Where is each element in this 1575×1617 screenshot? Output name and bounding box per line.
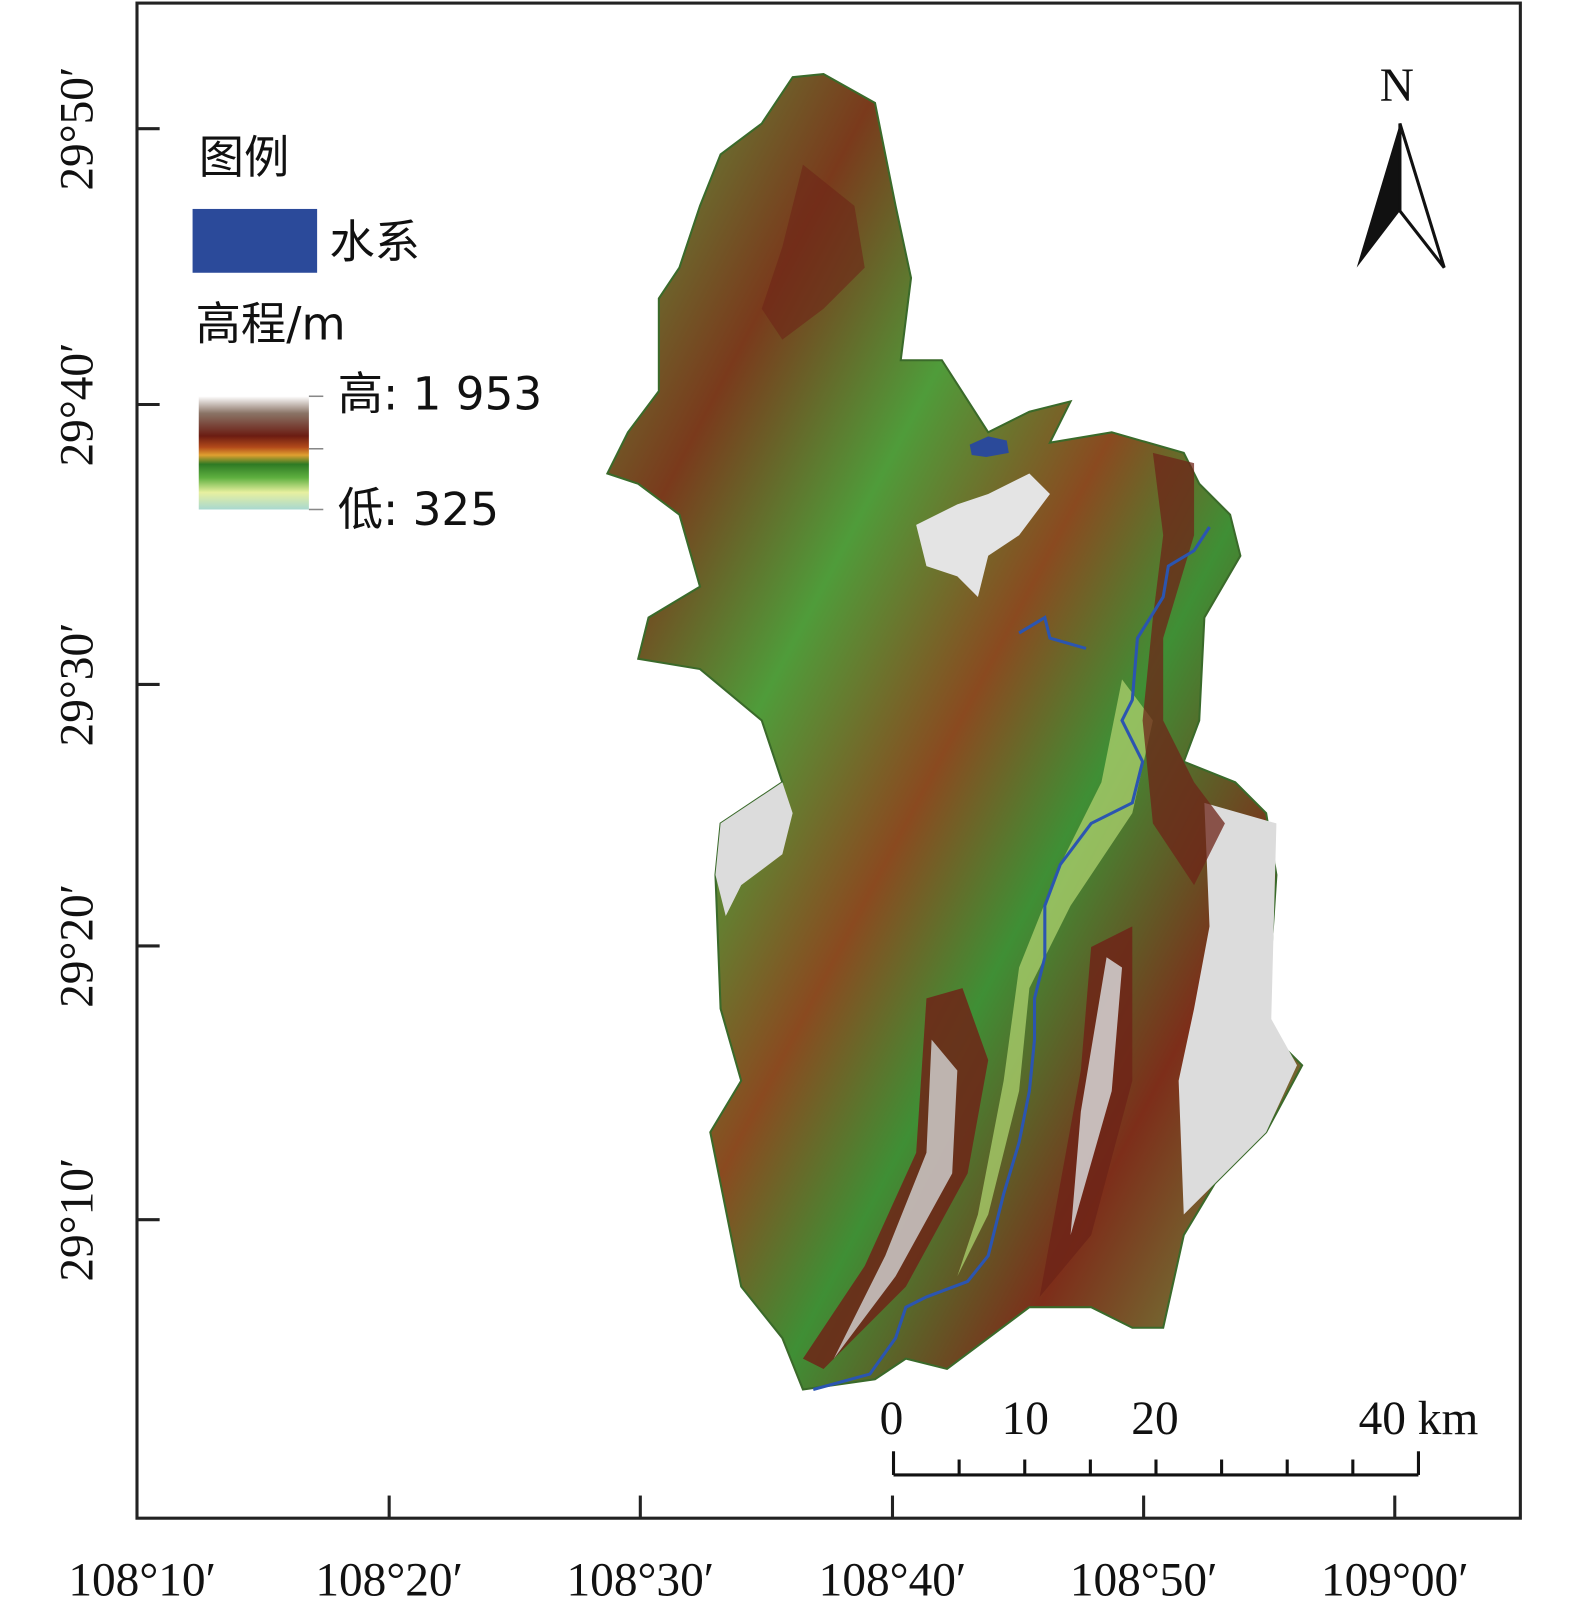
ridge-highland [833, 1039, 958, 1359]
legend-low-label: 低: 325 [338, 483, 499, 536]
legend-high-label: 高: 1 953 [338, 368, 543, 421]
lake [969, 436, 1009, 458]
longitude-label: 108°50′ [1070, 1554, 1218, 1606]
legend-water-label: 水系 [329, 215, 420, 268]
river [812, 526, 1211, 1392]
longitude-label: 109°00′ [1321, 1554, 1469, 1606]
latitude-label: 29°30′ [52, 623, 104, 747]
latitude-axis: 29°50′ 29°40′ 29°30′ 29°20′ 29°10′ [52, 67, 160, 1282]
longitude-label: 108°10′ [68, 1554, 216, 1606]
legend-water-swatch [192, 208, 318, 273]
north-arrow-left [1356, 123, 1400, 268]
legend-elevation-ramp [198, 396, 309, 510]
latitude-label: 29°50′ [52, 67, 104, 191]
river [1018, 615, 1087, 650]
longitude-axis: 108°10′ 108°20′ 108°30′ 108°40′ 108°50′ 109°0… [68, 1495, 1469, 1606]
longitude-label: 108°30′ [567, 1554, 715, 1606]
ridge [1142, 452, 1225, 886]
latitude-label: 29°10′ [52, 1158, 104, 1282]
ridge [761, 164, 865, 340]
legend-title: 图例 [199, 131, 290, 184]
north-arrow: N [1356, 60, 1446, 269]
scale-bar-label: 10 [1002, 1393, 1049, 1445]
highland [916, 473, 1050, 597]
scale-bar-label: 0 [880, 1393, 904, 1445]
highland [715, 782, 793, 917]
highland [1178, 802, 1297, 1215]
longitude-label: 108°40′ [819, 1554, 967, 1606]
north-arrow-right [1398, 123, 1446, 269]
scale-bar: 0 10 20 40 km [880, 1393, 1479, 1477]
legend-elevation-title: 高程/m [196, 298, 346, 351]
valley [957, 679, 1153, 1277]
terrain [605, 73, 1304, 1392]
ridge-highland [1070, 957, 1123, 1236]
map-frame [135, 1, 1522, 1520]
latitude-label: 29°20′ [52, 884, 104, 1008]
scale-bar-label: 20 [1131, 1393, 1178, 1445]
scale-bar-label: 40 km [1359, 1393, 1479, 1445]
latitude-label: 29°40′ [52, 343, 104, 467]
north-label: N [1380, 60, 1414, 112]
legend: 图例 水系 高程/m 高: 1 953 低: 325 [192, 131, 543, 536]
longitude-label: 108°20′ [315, 1554, 463, 1606]
